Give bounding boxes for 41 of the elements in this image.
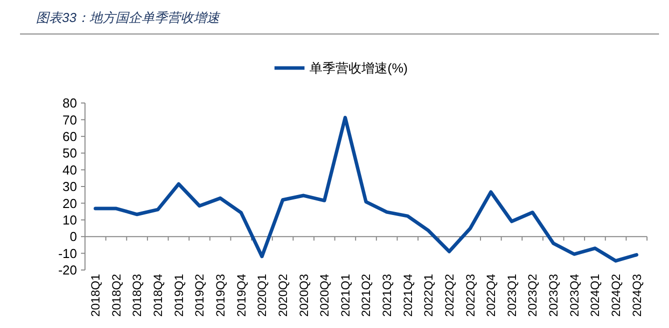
x-tick-label: 2021Q1 — [338, 274, 352, 317]
x-tick-label: 2018Q2 — [109, 274, 124, 317]
chart-title: 图表33：地方国企单季营收增速 — [36, 10, 220, 25]
y-tick-label: 30 — [62, 179, 77, 194]
x-tick-label: 2024Q1 — [588, 274, 602, 317]
line-series — [94, 116, 638, 263]
x-tick-label: 2023Q4 — [567, 274, 582, 317]
x-tick-label: 2020Q2 — [276, 274, 290, 317]
y-tick-label: 40 — [62, 162, 77, 178]
y-tick-label: 70 — [62, 112, 77, 128]
x-tick-label: 2019Q2 — [192, 274, 207, 317]
legend-label: 单季营收增速(%) — [310, 60, 408, 76]
y-tick-label: 60 — [62, 128, 77, 144]
x-tick-label: 2019Q3 — [213, 274, 228, 317]
x-tick-label: 2018Q4 — [151, 274, 166, 317]
y-tick-label: -10 — [58, 246, 77, 261]
x-tick-label: 2019Q1 — [172, 274, 186, 317]
x-tick-label: 2020Q1 — [255, 274, 270, 317]
x-tick-label: 2018Q1 — [88, 274, 103, 317]
x-tick-label: 2020Q4 — [318, 274, 332, 317]
x-tick-label: 2022Q1 — [422, 274, 436, 317]
x-tick-label: 2019Q4 — [234, 274, 248, 317]
x-tick-label: 2024Q2 — [608, 274, 623, 317]
x-tick-label: 2023Q2 — [526, 274, 540, 317]
x-tick-label: 2018Q3 — [130, 274, 144, 317]
x-tick-label: 2020Q3 — [296, 274, 311, 317]
x-tick-label: 2021Q3 — [380, 274, 394, 317]
x-tick-label: 2024Q3 — [630, 274, 644, 317]
y-tick-label: 20 — [62, 196, 77, 211]
x-tick-label: 2022Q2 — [442, 274, 456, 317]
x-tick-label: 2021Q4 — [400, 274, 415, 317]
x-tick-label: 2022Q4 — [484, 274, 498, 317]
y-tick-label: 80 — [62, 96, 77, 111]
x-tick-label: 2022Q3 — [463, 274, 478, 317]
y-tick-label: -20 — [58, 262, 77, 278]
y-tick-label: 50 — [62, 146, 77, 161]
y-tick-label: 10 — [62, 212, 77, 228]
x-tick-label: 2021Q2 — [359, 274, 374, 317]
x-tick-label: 2023Q3 — [546, 274, 561, 317]
y-tick-label: 0 — [70, 229, 77, 244]
x-tick-label: 2023Q1 — [504, 274, 519, 317]
